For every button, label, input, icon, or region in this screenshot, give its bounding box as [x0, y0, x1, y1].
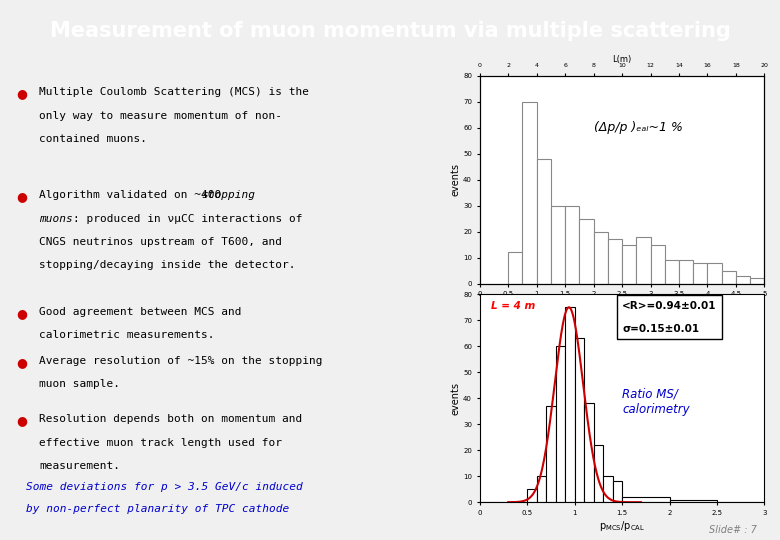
Text: by non-perfect planarity of TPC cathode: by non-perfect planarity of TPC cathode	[26, 504, 289, 514]
Text: L = 4 m: L = 4 m	[491, 301, 535, 310]
Text: measurement.: measurement.	[39, 461, 120, 471]
Bar	[622, 497, 669, 502]
Text: stopping/decaying inside the detector.: stopping/decaying inside the detector.	[39, 260, 296, 270]
Bar	[651, 245, 665, 284]
Bar	[565, 206, 580, 284]
Bar	[608, 239, 622, 284]
Text: ●: ●	[16, 414, 27, 427]
Bar	[594, 445, 603, 502]
Bar	[527, 489, 537, 502]
Text: muon sample.: muon sample.	[39, 380, 120, 389]
Text: Ratio MS/
calorimetry: Ratio MS/ calorimetry	[622, 388, 690, 416]
Bar	[612, 482, 622, 502]
Text: ●: ●	[16, 87, 27, 100]
Bar	[555, 346, 565, 502]
Bar	[722, 271, 736, 284]
Bar	[575, 339, 584, 502]
Bar	[693, 262, 707, 284]
Text: muons: muons	[39, 214, 73, 224]
Text: contained muons.: contained muons.	[39, 134, 147, 144]
Text: only way to measure momentum of non-: only way to measure momentum of non-	[39, 111, 282, 120]
Bar	[584, 403, 594, 502]
Bar	[679, 260, 693, 284]
X-axis label: Eₖ(GeV): Eₖ(GeV)	[603, 300, 641, 310]
Bar	[622, 245, 636, 284]
Text: ●: ●	[16, 190, 27, 203]
Bar	[580, 219, 594, 284]
Bar	[565, 307, 575, 502]
Bar	[707, 262, 722, 284]
Text: Slide# : 7: Slide# : 7	[709, 524, 757, 535]
Text: <R>=0.94±0.01

σ=0.15±0.01: <R>=0.94±0.01 σ=0.15±0.01	[622, 301, 717, 334]
Text: ●: ●	[16, 356, 27, 369]
Text: : produced in νμCC interactions of: : produced in νμCC interactions of	[73, 214, 303, 224]
Text: ●: ●	[16, 307, 27, 320]
Text: Some deviations for p > 3.5 GeV/c induced: Some deviations for p > 3.5 GeV/c induce…	[26, 482, 303, 491]
Bar	[594, 232, 608, 284]
Bar	[603, 476, 612, 502]
Bar	[636, 237, 651, 284]
Text: Measurement of muon momentum via multiple scattering: Measurement of muon momentum via multipl…	[50, 21, 730, 41]
Text: calorimetric measurements.: calorimetric measurements.	[39, 330, 215, 340]
Text: Algorithm validated on ~400: Algorithm validated on ~400	[39, 190, 228, 200]
Bar	[551, 206, 565, 284]
Y-axis label: events: events	[450, 382, 460, 415]
Text: stopping: stopping	[201, 190, 255, 200]
Bar	[669, 500, 717, 502]
Bar	[736, 276, 750, 284]
Text: Multiple Coulomb Scattering (MCS) is the: Multiple Coulomb Scattering (MCS) is the	[39, 87, 309, 97]
Bar	[523, 102, 537, 284]
X-axis label: $\mathregular{p_{MCS}/p_{CAL}}$: $\mathregular{p_{MCS}/p_{CAL}}$	[599, 518, 645, 532]
Text: (Δp/p )ₑₐₗ~1 %: (Δp/p )ₑₐₗ~1 %	[594, 121, 682, 134]
Bar	[509, 252, 523, 284]
Text: effective muon track length used for: effective muon track length used for	[39, 438, 282, 448]
Text: Good agreement between MCS and: Good agreement between MCS and	[39, 307, 242, 317]
Bar	[537, 159, 551, 284]
Text: CNGS neutrinos upstream of T600, and: CNGS neutrinos upstream of T600, and	[39, 237, 282, 247]
X-axis label: L(m): L(m)	[612, 55, 632, 64]
Bar	[546, 406, 555, 502]
Bar	[750, 278, 764, 284]
Text: Resolution depends both on momentum and: Resolution depends both on momentum and	[39, 414, 302, 424]
Y-axis label: events: events	[450, 163, 460, 196]
Bar	[537, 476, 546, 502]
Text: Average resolution of ~15% on the stopping: Average resolution of ~15% on the stoppi…	[39, 356, 322, 366]
Bar	[665, 260, 679, 284]
